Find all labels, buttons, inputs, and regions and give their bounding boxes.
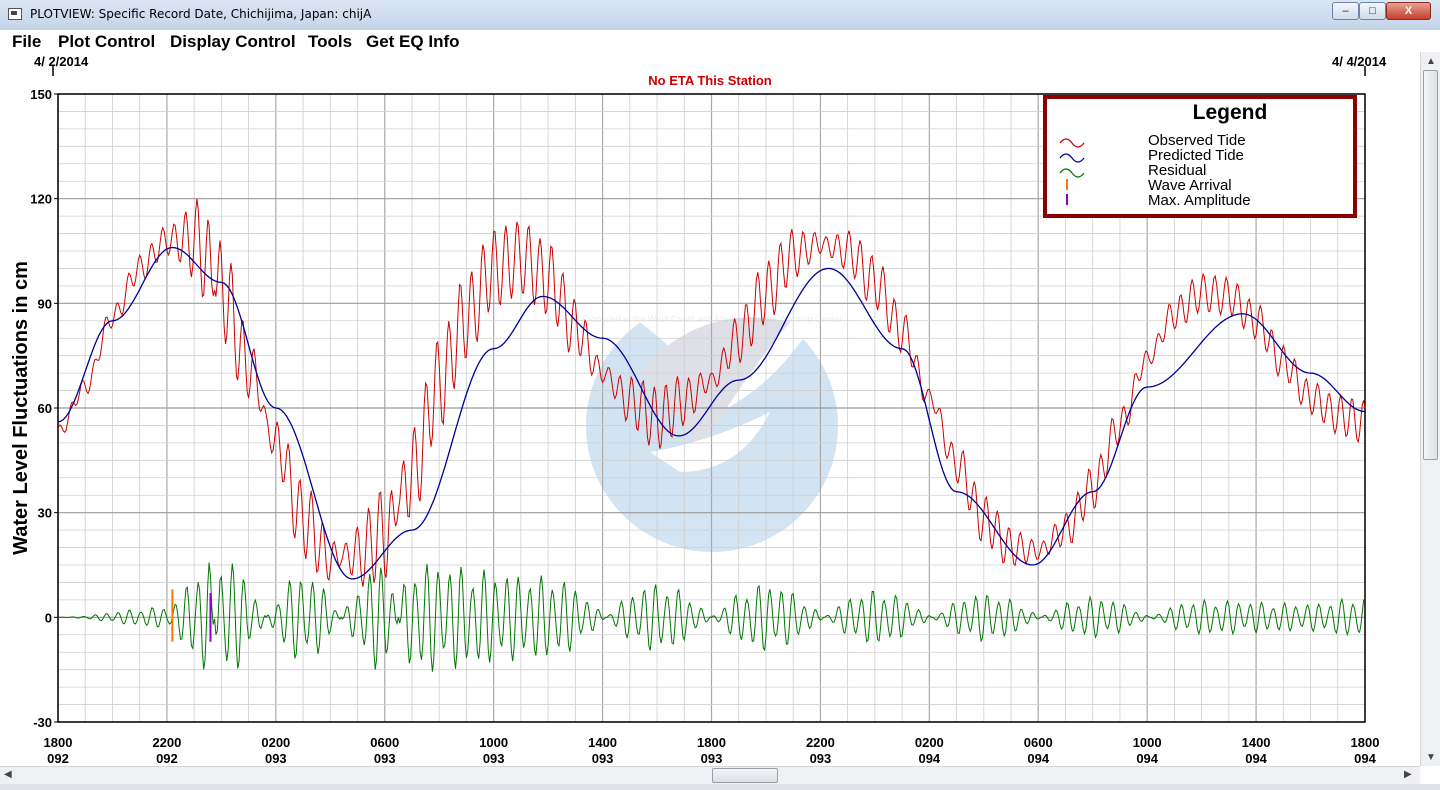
y-tick-label: -30	[33, 715, 52, 730]
eta-message: No ETA This Station	[648, 73, 772, 88]
legend-box	[1043, 95, 1357, 218]
predicted-tide-line	[57, 246, 1366, 580]
x-tick-time: 1800	[1351, 735, 1380, 750]
horizontal-scrollbar[interactable]: ◀ ▶	[0, 766, 1420, 784]
app-icon[interactable]	[8, 8, 22, 20]
x-tick-day: 092	[156, 751, 178, 766]
x-axis: 1800092220009202000930600093100009314000…	[44, 735, 1380, 766]
legend-max-amplitude-label: Max. Amplitude	[1148, 192, 1251, 209]
y-tick-label: 90	[38, 296, 52, 311]
scroll-left-icon[interactable]: ◀	[4, 769, 12, 780]
y-axis-label: Water Level Fluctuations in cm	[10, 261, 32, 555]
vertical-scrollbar[interactable]: ▲ ▼	[1420, 52, 1440, 766]
x-tick-day: 093	[374, 751, 396, 766]
x-tick-time: 0200	[261, 735, 290, 750]
x-tick-time: 1800	[697, 735, 726, 750]
legend-observed-label: Observed Tide	[1148, 132, 1246, 149]
x-tick-day: 094	[1027, 751, 1049, 766]
y-tick-label: 60	[38, 401, 52, 416]
menubar: File Plot Control Display Control Tools …	[0, 30, 1440, 52]
legend-title: Legend	[1193, 101, 1268, 124]
window-title: PLOTVIEW: Specific Record Date, Chichiji…	[30, 7, 372, 21]
x-tick-day: 093	[701, 751, 723, 766]
series-group	[57, 198, 1366, 672]
x-tick-time: 1800	[44, 735, 73, 750]
x-tick-day: 094	[1245, 751, 1267, 766]
minimize-button[interactable]: –	[1332, 2, 1359, 20]
plot-area: Produced at the West Coast and Alaska Ts…	[0, 52, 1420, 766]
legend-residual-label: Residual	[1148, 162, 1206, 179]
legend-predicted-swatch	[1059, 153, 1085, 163]
menu-display-control[interactable]: Display Control	[170, 32, 296, 51]
tide-chart: Produced at the West Coast and Alaska Ts…	[10, 54, 1387, 766]
x-tick-day: 093	[265, 751, 287, 766]
y-tick-label: 150	[30, 87, 52, 102]
status-bar	[0, 784, 1440, 790]
y-tick-label: 0	[45, 610, 52, 625]
x-tick-day: 093	[592, 751, 614, 766]
window-titlebar: PLOTVIEW: Specific Record Date, Chichiji…	[0, 0, 1440, 31]
scroll-down-icon[interactable]: ▼	[1426, 752, 1436, 763]
date-right: 4/ 4/2014	[1332, 54, 1387, 69]
maximize-button[interactable]: □	[1359, 2, 1386, 20]
scroll-right-icon[interactable]: ▶	[1404, 769, 1412, 780]
legend-predicted-label: Predicted Tide	[1148, 147, 1244, 164]
observed-tide-line	[57, 198, 1366, 587]
x-tick-time: 0600	[1024, 735, 1053, 750]
x-tick-time: 1000	[1133, 735, 1162, 750]
menu-tools[interactable]: Tools	[308, 32, 353, 51]
x-tick-day: 093	[483, 751, 505, 766]
date-left: 4/ 2/2014	[34, 54, 89, 69]
menu-file[interactable]: File	[12, 32, 42, 51]
residual-line	[58, 562, 1366, 672]
close-button[interactable]: X	[1386, 2, 1431, 20]
x-tick-day: 094	[1354, 751, 1376, 766]
scroll-up-icon[interactable]: ▲	[1426, 56, 1436, 67]
legend-observed-swatch	[1059, 138, 1085, 148]
x-tick-day: 093	[810, 751, 832, 766]
x-tick-time: 1000	[479, 735, 508, 750]
x-tick-time: 2200	[806, 735, 835, 750]
legend-residual-swatch	[1059, 168, 1085, 178]
x-tick-time: 2200	[152, 735, 181, 750]
legend: Legend Observed Tide Predicted Tide Resi…	[1043, 95, 1357, 218]
y-tick-label: 30	[38, 506, 52, 521]
x-tick-time: 1400	[1242, 735, 1271, 750]
x-tick-day: 092	[47, 751, 69, 766]
legend-wave-arrival-label: Wave Arrival	[1148, 177, 1232, 194]
menu-get-eq-info[interactable]: Get EQ Info	[366, 32, 460, 51]
x-tick-time: 0600	[370, 735, 399, 750]
y-tick-label: 120	[30, 192, 52, 207]
x-tick-day: 094	[1136, 751, 1158, 766]
x-tick-time: 1400	[588, 735, 617, 750]
x-tick-day: 094	[918, 751, 940, 766]
menu-plot-control[interactable]: Plot Control	[58, 32, 156, 51]
y-axis: -30 0 30 60 90 120 150	[30, 87, 58, 730]
x-tick-time: 0200	[915, 735, 944, 750]
vertical-scroll-thumb[interactable]	[1423, 70, 1438, 460]
horizontal-scroll-thumb[interactable]	[712, 768, 778, 783]
